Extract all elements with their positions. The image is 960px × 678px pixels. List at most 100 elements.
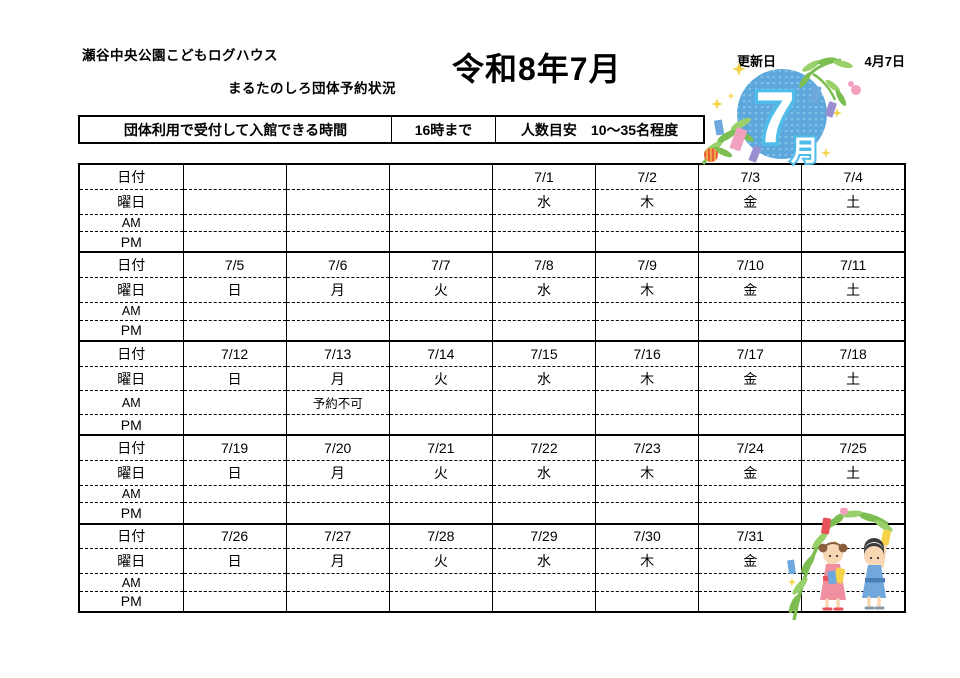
row-label-date: 日付	[79, 522, 183, 550]
cell-am-7-18	[801, 390, 905, 415]
cell-weekday-7-6: 月	[285, 277, 390, 303]
month-suffix: 月	[790, 135, 819, 166]
cell-date-7-15: 7/15	[491, 339, 596, 367]
cell-weekday-7-1: 水	[491, 189, 596, 215]
cell-date-7-10: 7/10	[698, 251, 802, 279]
cell-weekday-7-3: 金	[698, 189, 802, 215]
cell-am-7-26	[182, 573, 287, 592]
cell-weekday-7-28: 火	[388, 548, 493, 575]
cell-am-7-24	[698, 485, 802, 504]
cell-pm-7-6	[285, 320, 390, 341]
row-label-weekday: 曜日	[79, 548, 183, 575]
cell-pm-7-22	[491, 502, 596, 524]
row-label-date: 日付	[79, 339, 183, 367]
cell-weekday-empty	[285, 189, 390, 215]
row-label-date: 日付	[79, 164, 183, 190]
cell-date-empty	[182, 164, 287, 190]
boy-figure	[862, 529, 891, 610]
cell-pm-7-16	[595, 414, 699, 436]
update-date: 4月7日	[864, 54, 905, 69]
cell-pm-7-4	[801, 231, 905, 253]
cell-am-7-21	[388, 485, 493, 504]
cell-pm-7-31	[698, 591, 802, 612]
row-label-pm: PM	[120, 504, 142, 521]
cell-pm-7-24	[698, 502, 802, 524]
cell-weekday-7-18: 土	[801, 366, 905, 392]
cell-date-empty	[285, 164, 390, 190]
cell-pm-7-17	[698, 414, 802, 436]
calendar-row-am: AM	[79, 214, 905, 233]
cell-weekday-7-22: 水	[491, 460, 596, 486]
cell-date-7-1: 7/1	[491, 164, 596, 190]
cell-weekday-7-5: 日	[182, 277, 287, 303]
cell-date-7-30: 7/30	[595, 522, 699, 550]
cell-weekday-7-29: 水	[491, 548, 596, 575]
cell-am-7-4	[801, 214, 905, 233]
cell-date-7-19: 7/19	[182, 434, 287, 461]
cell-pm-7-10	[698, 320, 802, 341]
admission-info-bar: 団体利用で受付して入館できる時間 16時まで 人数目安 10～35名程度	[78, 115, 705, 144]
cell-am-7-31	[698, 573, 802, 592]
cell-am-7-15	[491, 390, 596, 415]
calendar-row-weekday: 曜日日月火水木金	[79, 548, 905, 575]
calendar-row-pm: PM	[79, 414, 905, 436]
bamboo-branch-icon	[701, 117, 762, 166]
cell-weekday-7-17: 金	[698, 366, 802, 392]
cell-pm-7-20	[285, 502, 390, 524]
week-block-3: 日付 7/12 7/13 7/14 7/15 7/16 7/17 7/18 曜日日月火水木金土 A…	[79, 339, 905, 436]
page-title: 令和8年7月	[452, 51, 622, 87]
cell-am-7-7	[388, 302, 493, 321]
calendar-row-am: AM 予約不可	[79, 390, 905, 415]
cell-weekday-7-23: 木	[595, 460, 699, 486]
cell-am-7-14	[388, 390, 493, 415]
calendar-row-weekday: 曜日日月火水木金土	[79, 277, 905, 303]
cell-pm-7-14	[388, 414, 493, 436]
cell-weekday-7-26: 日	[182, 548, 287, 575]
girl-figure	[818, 540, 848, 611]
cell-weekday-7-21: 火	[388, 460, 493, 486]
calendar-row-date: 日付 7/5 7/6 7/7 7/8 7/9 7/10 7/11	[79, 251, 905, 279]
cell-am-7-29	[491, 573, 596, 592]
cell-weekday-7-20: 月	[285, 460, 390, 486]
cell-weekday-empty	[801, 548, 905, 575]
cell-pm-7-1	[491, 231, 596, 253]
cell-date-7-17: 7/17	[698, 339, 802, 367]
reservation-calendar: 日付 7/1 7/2 7/3 7/4 曜日水木金土 AM PM 日付 7/5 7/6 7/7 7/8 7/…	[78, 163, 906, 613]
calendar-row-date: 日付 7/1 7/2 7/3 7/4	[79, 164, 905, 190]
cell-pm-7-12	[182, 414, 287, 436]
calendar-row-date: 日付 7/26 7/27 7/28 7/29 7/30 7/31	[79, 522, 905, 550]
cell-weekday-7-12: 日	[182, 366, 287, 392]
calendar-row-pm: PM	[79, 591, 905, 612]
cell-date-7-11: 7/11	[801, 251, 905, 279]
admission-time-value: 16時まで	[391, 117, 495, 142]
cell-weekday-7-27: 月	[285, 548, 390, 575]
cell-am-7-2	[595, 214, 699, 233]
cell-weekday-7-9: 木	[595, 277, 699, 303]
cell-date-7-12: 7/12	[182, 339, 287, 367]
cell-date-7-14: 7/14	[388, 339, 493, 367]
cell-pm-7-19	[182, 502, 287, 524]
cell-pm-7-2	[595, 231, 699, 253]
row-label-weekday: 曜日	[79, 366, 183, 392]
calendar-row-date: 日付 7/12 7/13 7/14 7/15 7/16 7/17 7/18	[79, 339, 905, 367]
cell-pm-7-7	[388, 320, 493, 341]
cell-pm-7-9	[595, 320, 699, 341]
star-icon	[711, 62, 842, 158]
cell-weekday-empty	[182, 189, 287, 215]
row-label-pm: PM	[120, 416, 142, 433]
cell-pm-7-13	[285, 414, 390, 436]
cell-date-7-31: 7/31	[698, 522, 802, 550]
cell-am-7-30	[595, 573, 699, 592]
cell-date-7-13: 7/13	[285, 339, 390, 367]
update-label: 更新日	[737, 54, 777, 69]
cell-date-7-27: 7/27	[285, 522, 390, 550]
row-label-pm: PM	[120, 322, 142, 339]
calendar-row-weekday: 曜日日月火水木金土	[79, 460, 905, 486]
row-label-am: AM	[79, 485, 183, 504]
cell-pm-7-26	[182, 591, 287, 612]
cell-date-7-7: 7/7	[388, 251, 493, 279]
update-info: 更新日 4月7日	[737, 51, 905, 70]
star-icon	[787, 577, 797, 587]
cell-weekday-7-31: 金	[698, 548, 802, 575]
week-block-2: 日付 7/5 7/6 7/7 7/8 7/9 7/10 7/11 曜日日月火水木金土 AM PM	[79, 251, 905, 341]
